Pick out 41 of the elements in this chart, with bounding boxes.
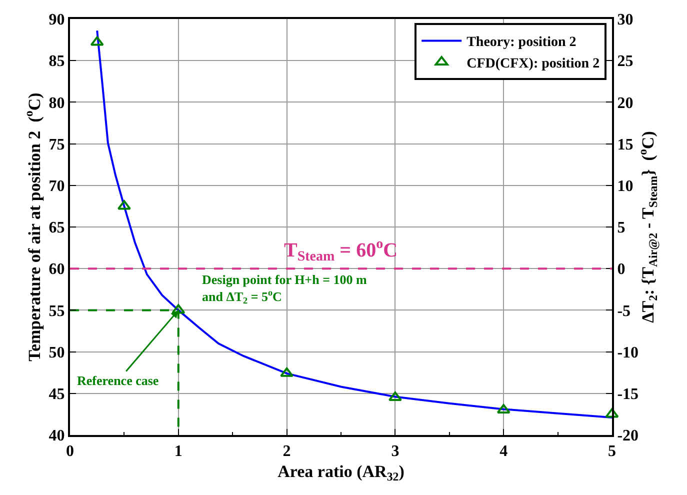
x-tick-label: 2 [282, 443, 291, 460]
y-tick-label: 50 [48, 344, 65, 362]
x-tick-label: 3 [391, 443, 400, 460]
ref-line-label: T$_{Steam}$ = 60$^{o}$C [284, 237, 398, 265]
y2-tick-label: 15 [617, 136, 634, 154]
y-tick-label: 90 [48, 12, 65, 29]
legend-label: Theory: position 2 [466, 35, 576, 50]
point [388, 392, 402, 402]
x-axis-title: Area ratio (AR$_{32}$) [278, 462, 404, 484]
y2-tick-label: 30 [617, 12, 634, 29]
y-tick-label: 40 [48, 428, 65, 445]
y2-tick-label: 20 [617, 94, 634, 112]
y2-tick-label: -15 [617, 386, 639, 403]
y2-tick-label: -10 [617, 344, 639, 362]
y2-tick-label: 10 [617, 178, 634, 195]
point [496, 404, 510, 414]
y-tick-label: 55 [48, 302, 65, 320]
x-tick-label: 5 [608, 443, 616, 460]
y-tick-label: 80 [48, 94, 65, 112]
x-tick-label: 0 [66, 443, 74, 460]
y-tick-label: 45 [48, 386, 65, 403]
y-tick-label: 75 [48, 136, 65, 154]
y2-tick-label: 25 [617, 53, 634, 70]
y2-tick-label: -20 [617, 428, 639, 445]
y-tick-label: 65 [48, 220, 65, 237]
x-tick-label: 1 [174, 443, 182, 460]
x-tick-label: 4 [500, 443, 508, 460]
annotation: Design point for H+h = 100 m and ΔT$_{2}$ = 5$^{o}$C [202, 272, 367, 306]
legend-label: CFD(CFX): position 2 [466, 56, 600, 72]
y-tick-label: 70 [48, 178, 65, 195]
y-tick-label: 60 [48, 261, 65, 278]
point [605, 408, 619, 418]
point [90, 36, 104, 46]
y2-tick-label: -5 [617, 302, 631, 320]
point [172, 304, 186, 314]
point [280, 367, 294, 377]
point [117, 200, 131, 210]
y2-tick-label: 5 [617, 220, 626, 237]
y-tick-label: 85 [48, 53, 65, 70]
annotation: Reference case [77, 373, 159, 388]
y2-tick-label: 0 [617, 261, 626, 278]
